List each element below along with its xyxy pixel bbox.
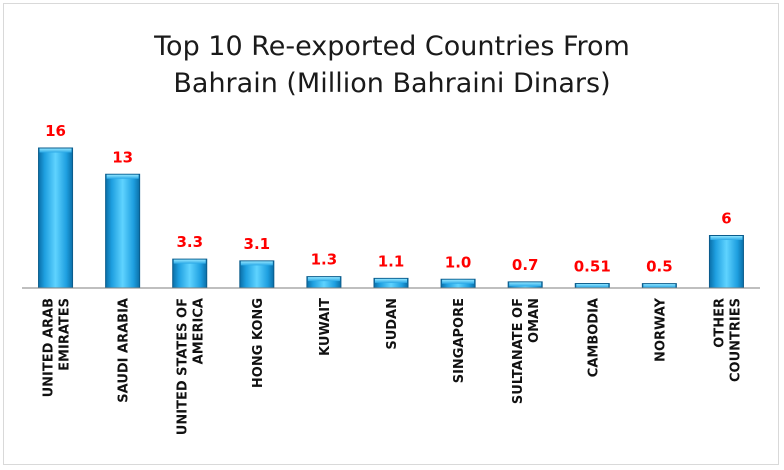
bar-cap-3 — [240, 261, 273, 266]
data-label-5: 1.1 — [378, 252, 405, 270]
data-label-3: 3.1 — [244, 235, 271, 253]
category-label-7-line-0: SULTANATE OF — [511, 298, 526, 404]
bar-cap-9 — [643, 284, 676, 288]
bar-2 — [172, 258, 208, 289]
category-label-2-line-0: UNITED STATES OF — [176, 298, 191, 435]
category-label-6-line-0: SINGAPORE — [452, 298, 467, 383]
chart-title-line-2: Bahrain (Million Bahraini Dinars) — [173, 68, 611, 99]
bar-cap-0 — [39, 148, 72, 153]
category-label-0-line-1: EMIRATES — [58, 298, 73, 371]
bar-10 — [708, 235, 744, 289]
category-label-10-line-0: OTHER — [712, 298, 727, 348]
category-label-10-line-1: COUNTRIES — [728, 298, 743, 382]
bar-cap-7 — [509, 282, 542, 287]
bar-cap-8 — [576, 284, 609, 288]
data-label-9: 0.5 — [646, 258, 673, 276]
bar-0 — [38, 147, 74, 289]
data-label-7: 0.7 — [512, 256, 539, 274]
category-label-4-line-0: KUWAIT — [318, 298, 333, 356]
category-label-0-line-0: UNITED ARAB — [42, 298, 57, 397]
data-label-2: 3.3 — [176, 233, 203, 251]
category-label-8-line-0: CAMBODIA — [586, 298, 601, 377]
bar-cap-1 — [106, 174, 139, 179]
bar-cap-4 — [307, 277, 340, 282]
bar-cap-5 — [375, 278, 407, 283]
category-label-1-line-0: SAUDI ARABIA — [117, 298, 132, 403]
chart-title: Top 10 Re-exported Countries From Bahrai… — [0, 28, 784, 102]
bar-cap-2 — [173, 259, 206, 264]
data-label-0: 16 — [45, 122, 66, 140]
category-label-3-line-0: HONG KONG — [251, 298, 266, 388]
bar-1 — [105, 173, 141, 289]
bar-3 — [239, 260, 275, 289]
bar-cap-6 — [442, 279, 475, 284]
category-label-7-line-1: OMAN — [527, 298, 542, 343]
category-label-2-line-1: AMERICA — [192, 298, 207, 364]
data-label-4: 1.3 — [311, 251, 338, 269]
bar-cap-10 — [710, 236, 743, 240]
data-label-10: 6 — [721, 210, 731, 228]
data-label-8: 0.51 — [574, 258, 611, 276]
data-label-1: 13 — [112, 148, 133, 166]
category-label-5-line-0: SUDAN — [385, 298, 400, 350]
chart-title-line-1: Top 10 Re-exported Countries From — [154, 31, 630, 62]
data-label-6: 1.0 — [445, 253, 472, 271]
category-label-9-line-0: NORWAY — [653, 297, 668, 362]
